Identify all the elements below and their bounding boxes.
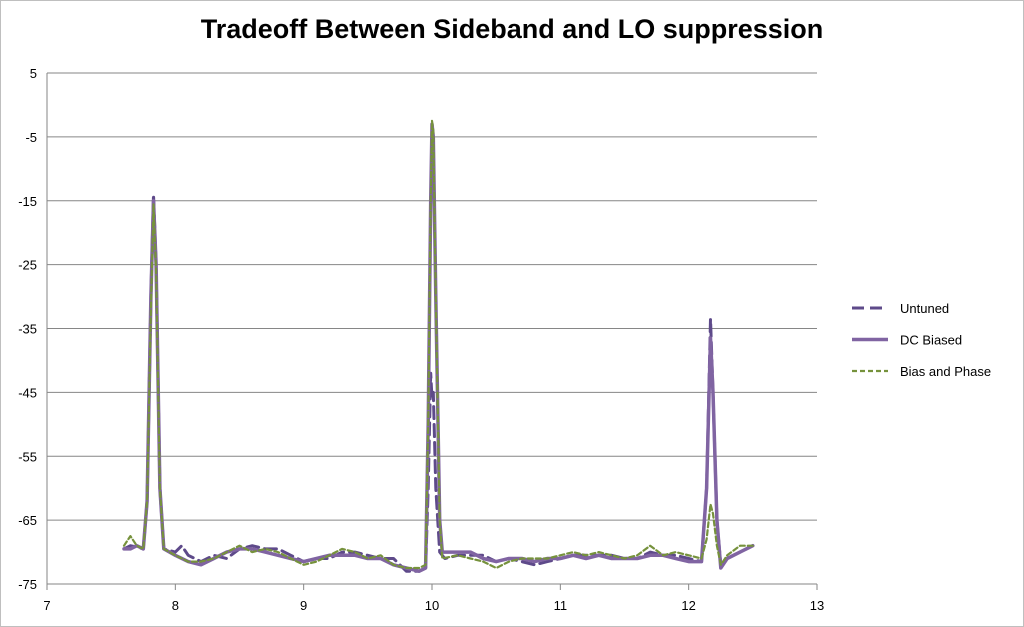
y-tick-label: -65 [18,513,37,528]
legend-label: DC Biased [900,333,962,348]
y-tick-label: -75 [18,577,37,592]
series-line-dc-biased [122,122,755,573]
x-tick-label: 13 [810,598,824,613]
x-tick-label: 8 [172,598,179,613]
y-tick-label: -55 [18,449,37,464]
x-tick-label: 10 [425,598,439,613]
y-tick-label: -15 [18,194,37,209]
legend-label: Untuned [900,301,949,316]
y-tick-label: -35 [18,322,37,337]
series-line-bias-and-phase [122,119,754,570]
y-tick-label: -5 [25,130,37,145]
x-tick-label: 7 [43,598,50,613]
x-tick-label: 12 [681,598,695,613]
x-tick-label: 11 [554,598,568,613]
chart-title: Tradeoff Between Sideband and LO suppres… [0,14,1024,45]
y-tick-label: -45 [18,385,37,400]
x-tick-label: 9 [300,598,307,613]
legend-label: Bias and Phase [900,364,991,379]
y-tick-label: 5 [30,66,37,81]
chart-title-text: Tradeoff Between Sideband and LO suppres… [200,14,824,44]
y-tick-label: -25 [18,258,37,273]
